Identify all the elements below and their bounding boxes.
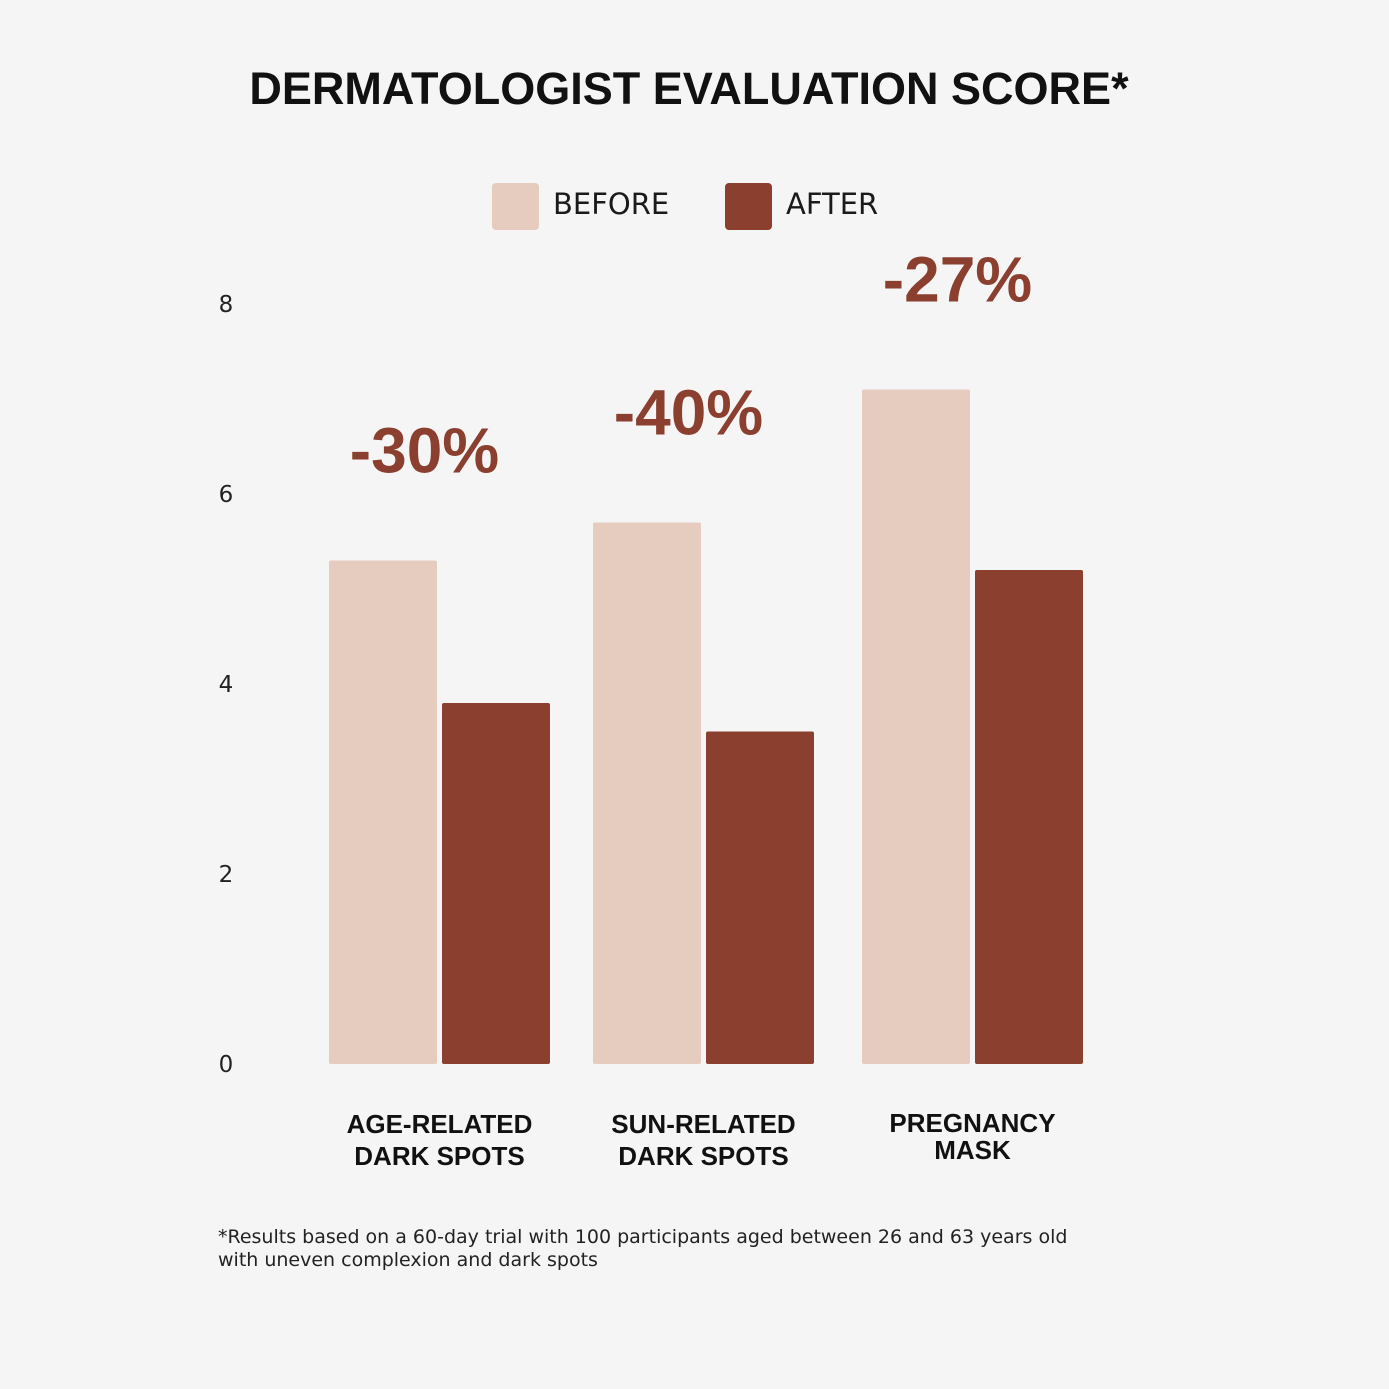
chart-title: DERMATOLOGIST EVALUATION SCORE* [249, 63, 1129, 114]
y-tick-label: 6 [219, 482, 234, 508]
legend: BEFORE AFTER [492, 183, 878, 230]
percent-change-label: -27% [883, 244, 1032, 316]
footnote-line-1: *Results based on a 60-day trial with 10… [218, 1226, 1067, 1248]
y-tick-label: 8 [219, 292, 234, 318]
percent-change-labels: -30% -40% -27% [350, 244, 1032, 487]
percent-change-label: -30% [350, 415, 499, 487]
legend-label-before: BEFORE [553, 187, 669, 221]
legend-label-after: AFTER [786, 187, 878, 221]
category-label: AGE-RELATED [347, 1109, 533, 1139]
category-label: MASK [934, 1135, 1011, 1165]
footnote: *Results based on a 60-day trial with 10… [218, 1226, 1067, 1271]
percent-change-label: -40% [614, 377, 763, 449]
bar-after [975, 570, 1083, 1064]
bars [329, 389, 1083, 1064]
bar-before [862, 389, 970, 1064]
category-label: PREGNANCY [889, 1108, 1055, 1138]
category-label: DARK SPOTS [354, 1141, 524, 1171]
y-axis: 0 2 4 6 8 [219, 292, 234, 1078]
category-label: SUN-RELATED [611, 1109, 795, 1139]
bar-after [706, 731, 814, 1064]
category-label: DARK SPOTS [618, 1141, 788, 1171]
bar-after [442, 703, 550, 1064]
footnote-line-2: with uneven complexion and dark spots [218, 1249, 598, 1271]
y-tick-label: 4 [219, 672, 234, 698]
y-tick-label: 2 [219, 862, 234, 888]
legend-swatch-before [492, 183, 539, 230]
legend-swatch-after [725, 183, 772, 230]
bar-before [329, 560, 437, 1064]
y-tick-label: 0 [219, 1052, 234, 1078]
bar-before [593, 522, 701, 1064]
